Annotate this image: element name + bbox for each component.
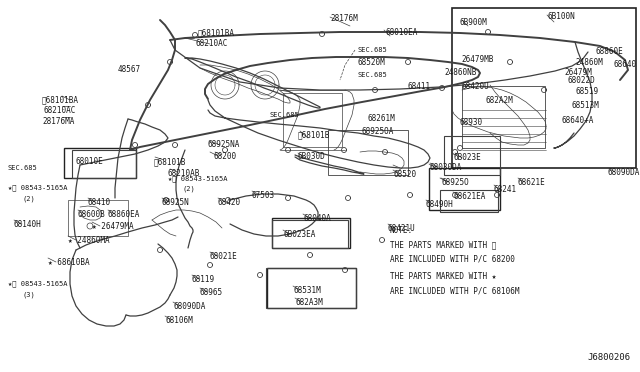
- Text: 67503: 67503: [252, 191, 275, 200]
- Text: 68520M: 68520M: [358, 58, 386, 67]
- Text: 24860NB: 24860NB: [444, 68, 476, 77]
- Text: 68600B: 68600B: [78, 210, 106, 219]
- Bar: [440, 190, 498, 212]
- Text: 68621EA: 68621EA: [453, 192, 485, 201]
- Text: 68420U: 68420U: [461, 82, 489, 91]
- Text: 68010E: 68010E: [75, 157, 103, 166]
- Text: ★ 68610BA: ★ 68610BA: [48, 258, 90, 267]
- Text: (2): (2): [182, 186, 195, 192]
- Text: 48567: 48567: [118, 65, 141, 74]
- Text: 68241: 68241: [494, 185, 517, 194]
- Text: 68421U: 68421U: [388, 224, 416, 233]
- Text: 68420: 68420: [218, 198, 241, 207]
- Text: ※68101BA: ※68101BA: [42, 95, 79, 104]
- Text: ★Ⓝ 08543-5165A: ★Ⓝ 08543-5165A: [8, 184, 67, 190]
- Text: 24860M: 24860M: [575, 58, 603, 67]
- Bar: [283, 93, 342, 147]
- Text: 68513M: 68513M: [572, 101, 600, 110]
- Text: ※68101B: ※68101B: [298, 130, 330, 139]
- Text: THE PARTS MARKED WITH ※: THE PARTS MARKED WITH ※: [390, 240, 497, 249]
- Text: 26479M: 26479M: [564, 68, 592, 77]
- Text: 68519: 68519: [575, 87, 598, 96]
- Text: SEC.685: SEC.685: [270, 112, 300, 118]
- Text: 68200: 68200: [213, 152, 236, 161]
- Text: ★Ⓝ 08543-5165A: ★Ⓝ 08543-5165A: [168, 175, 227, 182]
- Text: ARE INCLUDED WITH P/C 68200: ARE INCLUDED WITH P/C 68200: [390, 254, 515, 263]
- Text: 28176M: 28176M: [330, 14, 358, 23]
- Text: 68860E: 68860E: [595, 47, 623, 56]
- Text: 68090DA: 68090DA: [173, 302, 205, 311]
- Text: J6800206: J6800206: [587, 353, 630, 362]
- Text: 68925OA: 68925OA: [362, 127, 394, 136]
- Bar: [452, 8, 636, 168]
- Text: 68030DA: 68030DA: [429, 163, 461, 172]
- Bar: [429, 168, 500, 210]
- Text: 682A3M: 682A3M: [295, 298, 323, 307]
- Text: 6B023EA: 6B023EA: [283, 230, 316, 239]
- Text: 68930: 68930: [460, 118, 483, 127]
- Text: 68210AB: 68210AB: [168, 169, 200, 178]
- Text: 68410: 68410: [88, 198, 111, 207]
- Text: 68010EA: 68010EA: [385, 28, 417, 37]
- Text: THE PARTS MARKED WITH ★: THE PARTS MARKED WITH ★: [390, 272, 497, 281]
- Bar: [266, 268, 356, 308]
- Text: 68261M: 68261M: [367, 114, 395, 123]
- Text: 26479MB: 26479MB: [461, 55, 493, 64]
- Text: ※68101BA: ※68101BA: [198, 28, 235, 37]
- Text: ARE INCLUDED WITH P/C 68106M: ARE INCLUDED WITH P/C 68106M: [390, 286, 520, 295]
- Text: 6B900M: 6B900M: [460, 18, 488, 27]
- Text: 68090DA: 68090DA: [608, 168, 640, 177]
- Text: ※68101B: ※68101B: [154, 157, 186, 166]
- Bar: [267, 268, 356, 308]
- Bar: [272, 218, 350, 248]
- Text: 68925O: 68925O: [441, 178, 468, 187]
- Text: 68640+A: 68640+A: [561, 116, 593, 125]
- Text: 68021E: 68021E: [210, 252, 237, 261]
- Text: ★Ⓝ 08543-5165A: ★Ⓝ 08543-5165A: [8, 280, 67, 286]
- Text: SEC.685: SEC.685: [358, 72, 388, 78]
- Text: 68119: 68119: [192, 275, 215, 284]
- Bar: [444, 136, 500, 175]
- Bar: [462, 86, 545, 148]
- Text: 68965: 68965: [200, 288, 223, 297]
- Text: 68022D: 68022D: [568, 76, 596, 85]
- Text: 68040A: 68040A: [303, 214, 331, 223]
- Text: NOTE:: NOTE:: [390, 226, 413, 235]
- Text: 6B023E: 6B023E: [453, 153, 481, 162]
- Text: 68106M: 68106M: [165, 316, 193, 325]
- Text: 6B030D: 6B030D: [298, 152, 326, 161]
- Bar: [272, 220, 348, 248]
- Text: 682A2M: 682A2M: [486, 96, 514, 105]
- Text: 68621E: 68621E: [518, 178, 546, 187]
- Text: SEC.685: SEC.685: [8, 165, 38, 171]
- Text: 68925N: 68925N: [162, 198, 189, 207]
- Text: 68210AC: 68210AC: [44, 106, 76, 115]
- Bar: [328, 130, 408, 175]
- Text: 6B100N: 6B100N: [548, 12, 576, 21]
- Text: SEC.685: SEC.685: [358, 47, 388, 53]
- Text: ★ 26479MA: ★ 26479MA: [92, 222, 134, 231]
- Text: ★ 24860MA: ★ 24860MA: [68, 236, 109, 245]
- Text: 68490H: 68490H: [426, 200, 454, 209]
- Text: 68140H: 68140H: [14, 220, 42, 229]
- Text: 68411: 68411: [408, 82, 431, 91]
- Bar: [72, 150, 136, 178]
- Text: (3): (3): [22, 292, 35, 298]
- Text: 68531M: 68531M: [293, 286, 321, 295]
- Text: 28176MA: 28176MA: [42, 117, 74, 126]
- Text: (2): (2): [22, 195, 35, 202]
- Text: 68640: 68640: [614, 60, 637, 69]
- Bar: [64, 148, 136, 178]
- Text: 68210AC: 68210AC: [195, 39, 227, 48]
- Bar: [68, 200, 128, 236]
- Text: 68925NA: 68925NA: [208, 140, 241, 149]
- Text: 68860EA: 68860EA: [108, 210, 140, 219]
- Text: 68520: 68520: [393, 170, 416, 179]
